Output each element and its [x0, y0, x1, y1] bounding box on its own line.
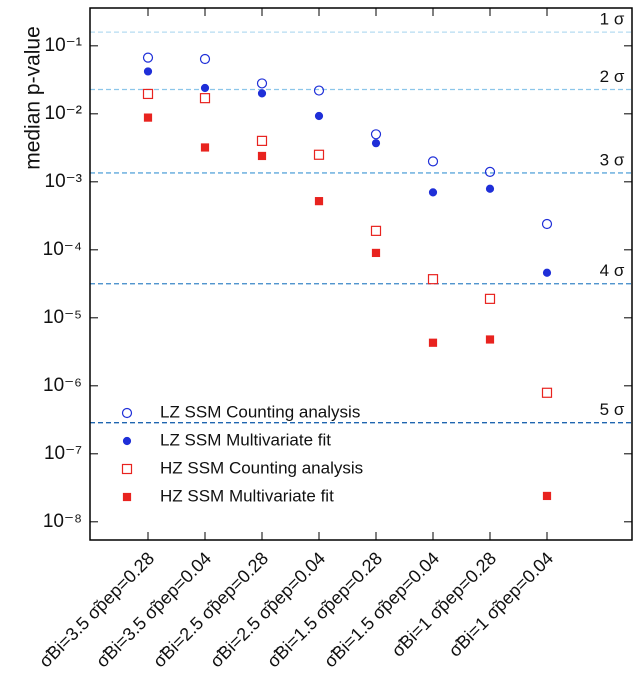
threshold-label: 3 σ	[600, 150, 625, 169]
point	[542, 491, 552, 501]
point	[199, 93, 211, 104]
y-tick-label: 10⁻⁴	[43, 239, 82, 260]
point	[257, 151, 267, 161]
point	[257, 89, 267, 98]
point	[485, 335, 495, 344]
point	[314, 197, 324, 206]
point	[485, 184, 495, 193]
y-tick-label: 10⁻⁸	[43, 511, 82, 532]
point	[142, 52, 154, 63]
point	[256, 78, 268, 89]
point	[370, 225, 382, 236]
y-tick-label: 10⁻⁵	[43, 307, 82, 328]
x-tick-label: σ̃Bi=1 σ̃pep=0.28	[388, 548, 501, 661]
legend-marker	[121, 463, 133, 475]
threshold-label: 4 σ	[600, 261, 625, 280]
point	[143, 113, 153, 122]
threshold-label: 5 σ	[600, 400, 625, 419]
legend-marker	[122, 492, 132, 502]
point	[313, 149, 325, 160]
point	[427, 156, 439, 167]
legend-marker	[122, 436, 132, 446]
legend-label: HZ SSM Multivariate fit	[160, 486, 334, 505]
point	[200, 83, 210, 93]
y-tick-label: 10⁻⁷	[44, 443, 82, 464]
threshold-label: 2 σ	[600, 67, 625, 86]
legend-marker	[121, 407, 133, 419]
point	[256, 135, 268, 146]
point	[143, 67, 153, 76]
point	[428, 338, 438, 347]
point	[542, 268, 552, 277]
point	[199, 53, 211, 65]
point	[484, 166, 496, 177]
point	[371, 248, 381, 258]
point	[428, 188, 438, 197]
legend-label: HZ SSM Counting analysis	[160, 458, 363, 477]
plot-frame	[89, 7, 633, 541]
point	[314, 111, 324, 121]
y-tick-label: 10⁻¹	[45, 35, 83, 56]
point	[484, 293, 496, 304]
point	[541, 218, 553, 230]
point	[371, 139, 381, 148]
y-tick-label: 10⁻⁶	[43, 375, 82, 396]
point	[200, 143, 210, 152]
y-axis-label: median p-value	[22, 26, 45, 170]
legend-label: LZ SSM Multivariate fit	[160, 430, 331, 449]
point	[427, 274, 439, 285]
point	[142, 88, 154, 100]
y-tick-label: 10⁻³	[45, 171, 83, 192]
threshold-label: 1 σ	[600, 10, 625, 29]
point	[370, 129, 382, 140]
legend-label: LZ SSM Counting analysis	[160, 402, 360, 421]
point	[541, 387, 553, 398]
x-tick-label: σ̃Bi=1 σ̃pep=0.04	[445, 548, 558, 661]
point	[313, 85, 325, 96]
y-tick-label: 10⁻²	[45, 103, 83, 124]
